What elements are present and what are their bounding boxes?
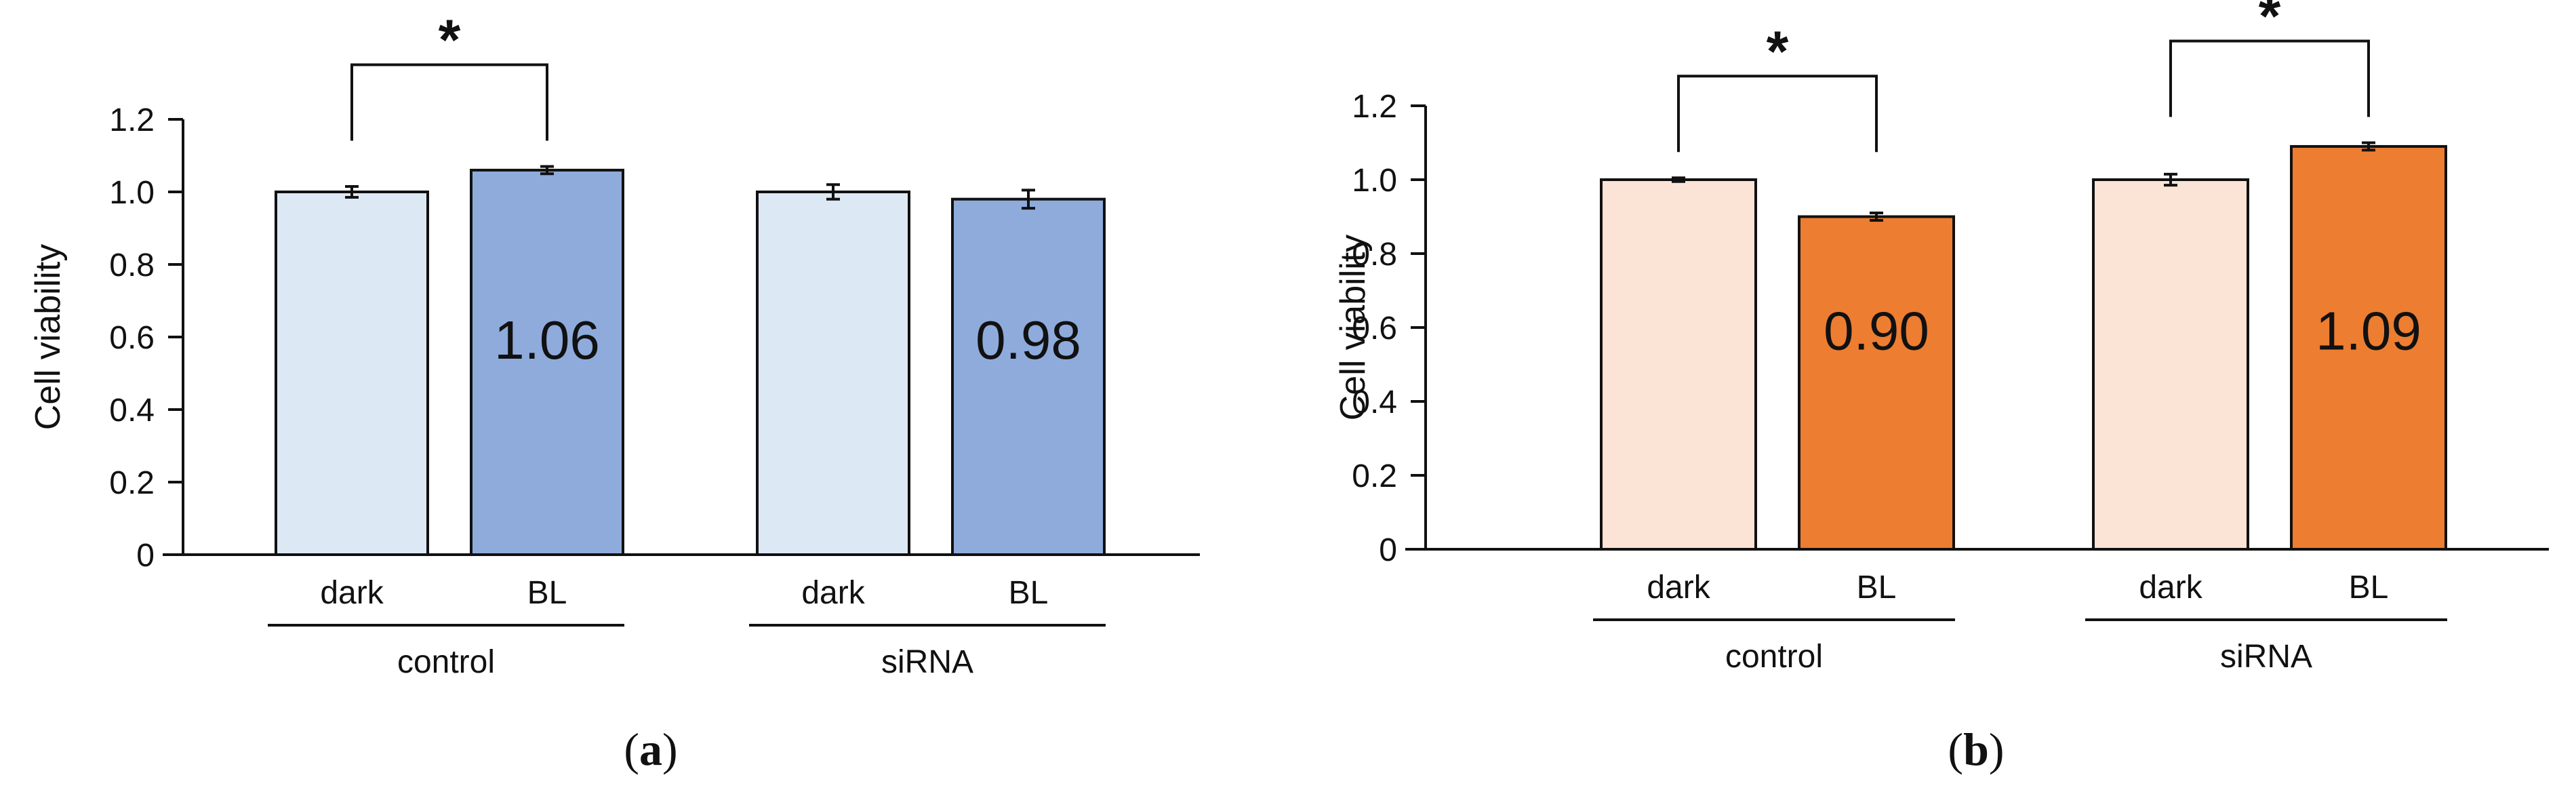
panel-label-close: ) xyxy=(662,724,678,775)
bar xyxy=(470,168,624,556)
panel-b: 0 0.2 0.4 0.6 0.8 1.0 1.2 Cell viability dark 0.9… xyxy=(1333,0,2549,775)
x-tick-label: dark xyxy=(801,575,865,611)
significance-bracket xyxy=(2169,39,2370,117)
x-tick-label: BL xyxy=(1009,575,1049,611)
data-label: 1.09 xyxy=(2316,301,2421,361)
bar xyxy=(951,197,1106,556)
significance-marker: * xyxy=(1767,19,1789,83)
bar xyxy=(2092,178,2249,551)
data-label: 0.90 xyxy=(1824,301,1929,361)
group-label: siRNA xyxy=(2220,639,2312,675)
bar xyxy=(1798,215,1955,551)
panel-a: 0 0.2 0.4 0.6 0.8 1.0 1.2 Cell viability dark 1.0… xyxy=(28,8,1200,775)
panel-label-open: ( xyxy=(624,724,639,775)
x-tick-label: dark xyxy=(1647,570,1710,606)
bar xyxy=(275,191,429,556)
significance-marker: * xyxy=(439,8,461,72)
y-tick-label: 0.8 xyxy=(1352,237,1397,273)
y-tick-label: 0.6 xyxy=(109,320,155,356)
y-tick-label: 0.2 xyxy=(109,465,155,501)
x-tick-label: BL xyxy=(527,575,567,611)
x-tick-label: dark xyxy=(320,575,384,611)
bar xyxy=(2290,144,2447,551)
panel-label: (a) xyxy=(624,724,677,775)
y-tick-label: 0.4 xyxy=(109,393,155,429)
panel-label-letter: b xyxy=(1963,724,1989,775)
significance-bracket xyxy=(1677,75,1878,153)
y-tick-label: 1.2 xyxy=(109,102,155,138)
y-axis-title: Cell viability xyxy=(1333,235,1373,421)
x-tick-label: BL xyxy=(1857,570,1897,606)
x-tick-label: dark xyxy=(2139,570,2202,606)
group-label: control xyxy=(397,644,495,680)
significance-bracket xyxy=(350,63,548,141)
significance-marker: * xyxy=(2259,0,2281,48)
y-tick-label: 0.2 xyxy=(1352,458,1397,494)
y-tick-label: 1.0 xyxy=(109,175,155,211)
bar xyxy=(756,191,910,556)
y-tick-label: 0.6 xyxy=(1352,311,1397,346)
panel-label-close: ) xyxy=(1989,724,2005,775)
group-label: siRNA xyxy=(881,644,973,680)
panel-label: (b) xyxy=(1948,724,2004,775)
y-tick-label: 0 xyxy=(136,538,155,574)
x-tick-label: BL xyxy=(2349,570,2389,606)
data-label: 1.06 xyxy=(494,310,600,370)
y-tick-label: 0 xyxy=(1379,532,1397,568)
group-label: control xyxy=(1725,639,1823,675)
y-axis-title: Cell viability xyxy=(28,244,68,431)
panel-label-letter: a xyxy=(639,724,662,775)
y-tick-label: 1.2 xyxy=(1352,89,1397,125)
bar xyxy=(1600,178,1757,551)
y-tick-label: 0.8 xyxy=(109,248,155,283)
y-tick-label: 0.4 xyxy=(1352,384,1397,420)
panel-label-open: ( xyxy=(1948,724,1963,775)
y-tick-label: 1.0 xyxy=(1352,163,1397,199)
data-label: 0.98 xyxy=(975,310,1081,370)
